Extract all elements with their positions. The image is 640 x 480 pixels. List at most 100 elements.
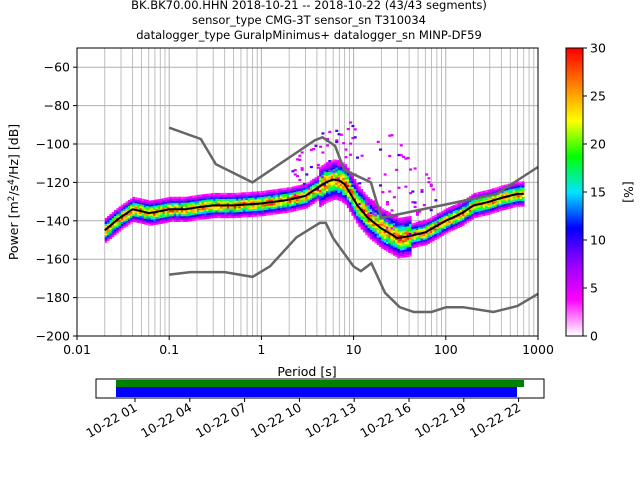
density-cell [443, 228, 447, 231]
density-cell [173, 212, 177, 215]
density-cell [309, 148, 313, 151]
density-cell [337, 188, 341, 192]
density-cell [201, 196, 205, 199]
density-cell [302, 183, 306, 186]
density-cell [173, 215, 177, 219]
density-cell [402, 253, 405, 256]
density-cell [397, 244, 401, 247]
density-cell [323, 175, 327, 178]
curves [104, 126, 539, 314]
density-cell [457, 223, 461, 227]
density-cell [132, 212, 136, 215]
density-cell [261, 214, 265, 217]
density-cell [482, 211, 486, 215]
density-cell [480, 193, 484, 196]
density-cell [358, 197, 361, 201]
density-cell [120, 227, 124, 230]
density-cell [157, 202, 161, 206]
density-cell [113, 229, 117, 232]
density-cell [429, 234, 433, 237]
density-cell [335, 184, 338, 187]
density-cell [137, 216, 140, 220]
density-cell [176, 215, 179, 219]
density-cell [459, 224, 463, 227]
density-cell [194, 212, 198, 215]
density-cell [166, 220, 170, 223]
density-cell [496, 207, 500, 211]
density-cell [201, 209, 205, 212]
density-cell [360, 189, 364, 192]
density-cell [289, 191, 292, 194]
density-cell [372, 216, 375, 219]
density-cell [268, 193, 272, 197]
density-cell [273, 208, 276, 211]
density-cell [196, 212, 200, 215]
density-cell [404, 241, 408, 244]
density-cell [185, 200, 189, 203]
density-cell [243, 211, 246, 214]
density-cell [510, 198, 514, 201]
density-cell [321, 191, 325, 195]
density-cell [164, 218, 168, 222]
density-cell [355, 221, 359, 224]
density-cell [432, 237, 435, 240]
density-cell [148, 200, 152, 203]
y-tick-label: −160 [36, 252, 70, 267]
density-cell [369, 229, 373, 232]
density-cell [473, 198, 477, 201]
density-cell [360, 196, 364, 199]
density-cell [206, 203, 209, 206]
density-cell [339, 174, 343, 177]
density-cell [236, 211, 239, 215]
density-cell [289, 208, 292, 211]
density-cell [409, 215, 412, 219]
density-cell [113, 231, 117, 234]
density-cell [321, 170, 325, 174]
density-cell [521, 191, 525, 194]
density-cell [494, 187, 497, 190]
density-cell [395, 241, 398, 244]
density-cell [385, 247, 389, 250]
density-cell [409, 229, 412, 232]
density-cell [268, 197, 272, 200]
density-cell [515, 205, 518, 208]
density-cell [369, 198, 373, 202]
density-cell [478, 205, 481, 208]
density-cell [399, 234, 403, 237]
colorbar-segment [566, 110, 583, 113]
colorbar-segment [566, 74, 583, 77]
density-cell [282, 207, 285, 210]
density-cell [360, 204, 364, 207]
density-cell [104, 240, 108, 244]
density-cell [487, 199, 490, 202]
density-cell [351, 177, 354, 180]
density-cell [305, 191, 308, 194]
density-cell [229, 215, 232, 219]
colorbar-segment [566, 236, 583, 239]
density-cell [337, 133, 341, 136]
density-cell [298, 184, 301, 188]
density-cell [388, 225, 391, 229]
density-cell [314, 144, 318, 147]
colorbar-segment [566, 66, 583, 69]
density-cell [409, 240, 412, 244]
density-cell [515, 181, 518, 185]
density-cell [503, 200, 507, 203]
density-cell [351, 200, 354, 203]
density-cell [116, 208, 119, 211]
title-line-1: BK.BK70.00.HHN 2018-10-21 -- 2018-10-22 … [131, 0, 487, 12]
density-cell [282, 188, 285, 191]
density-cell [256, 198, 260, 202]
density-cell [427, 237, 431, 241]
density-cell [220, 202, 223, 205]
density-cell [404, 239, 408, 242]
density-cell [425, 227, 428, 230]
density-cell [125, 203, 129, 206]
colorbar-segment [566, 124, 583, 127]
density-cell [284, 208, 288, 212]
density-cell [425, 239, 428, 242]
density-cell [157, 204, 161, 208]
density-cell [468, 201, 472, 204]
colorbar-segment [566, 108, 583, 111]
